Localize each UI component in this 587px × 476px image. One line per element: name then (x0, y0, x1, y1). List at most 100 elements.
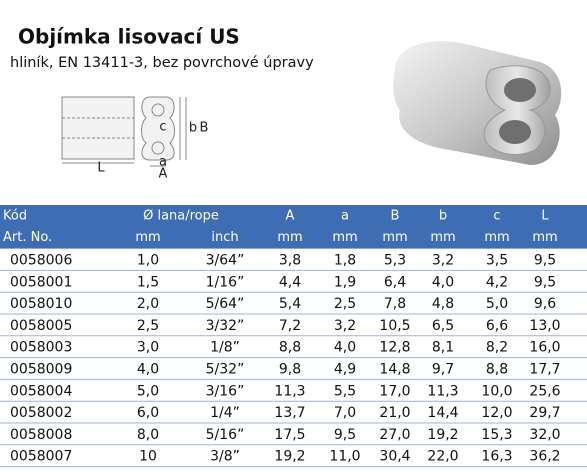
table-cell: 17,5 (274, 427, 305, 443)
table-cell: 4,0 (432, 274, 454, 290)
table-cell: 32,0 (529, 427, 560, 443)
table-cell: 7,8 (384, 296, 406, 312)
product-photo (393, 41, 562, 165)
subtitle: hliník, EN 13411-3, bez povrchové úpravy (10, 55, 314, 71)
table-cell: 1,5 (137, 274, 159, 290)
table-cell: 6,6 (486, 318, 508, 334)
table-cell: 25,6 (529, 383, 560, 399)
header-cell: mm (430, 230, 455, 245)
table-cell: 3,2 (432, 253, 454, 269)
table-cell: 4,9 (334, 362, 356, 378)
header-cell: Kód (3, 208, 27, 223)
table-cell: 30,4 (379, 449, 410, 465)
table-cell: 8,1 (432, 340, 454, 356)
table-cell: 4,2 (486, 274, 508, 290)
header-cell: c (493, 208, 500, 223)
table-cell: 17,0 (379, 383, 410, 399)
header-cell: b (439, 208, 447, 223)
table-cell: 8,2 (486, 340, 508, 356)
dimension-label: b (189, 121, 197, 136)
table-cell: 9,5 (334, 427, 356, 443)
header-cell: a (341, 208, 349, 223)
dimension-label: L (97, 161, 105, 176)
table-cell: 3/32” (206, 318, 245, 334)
table-cell: 29,7 (529, 405, 560, 421)
table-cell: 1/4” (210, 405, 240, 421)
table-cell: 3/8” (210, 449, 240, 465)
header-cell: Art. No. (3, 230, 52, 245)
table-cell: 2,5 (137, 318, 159, 334)
table-cell: 7,2 (279, 318, 301, 334)
table-cell: 10,5 (379, 318, 410, 334)
table-cell: 0058001 (10, 274, 72, 290)
table-cell: 8,8 (279, 340, 301, 356)
header-cell: mm (332, 230, 357, 245)
table-cell: 9,7 (432, 362, 454, 378)
table-cell: 0058005 (10, 318, 72, 334)
header-cell: mm (484, 230, 509, 245)
table-cell: 1,0 (137, 253, 159, 269)
table-cell: 19,2 (274, 449, 305, 465)
table-cell: 21,0 (379, 405, 410, 421)
dimension-label: A (159, 167, 168, 182)
header-cell: mm (532, 230, 557, 245)
table-cell: 15,3 (481, 427, 512, 443)
technical-drawing (61, 96, 187, 167)
table-cell: 12,0 (481, 405, 512, 421)
table-cell: 0058007 (10, 449, 72, 465)
table-cell: 4,0 (137, 362, 159, 378)
table-cell: 9,5 (534, 253, 556, 269)
table-cell: 1,8 (334, 253, 356, 269)
table-cell: 11,3 (274, 383, 305, 399)
header-cell: Ø lana/rope (143, 208, 219, 223)
table-cell: 6,0 (137, 405, 159, 421)
table-cell: 2,5 (334, 296, 356, 312)
table-cell: 36,2 (529, 449, 560, 465)
table-cell: 3,8 (279, 253, 301, 269)
table-cell: 0058010 (10, 296, 72, 312)
table-cell: 11,0 (329, 449, 360, 465)
table-cell: 16,3 (481, 449, 512, 465)
dimension-label: c (159, 120, 166, 135)
table-cell: 0058008 (10, 427, 72, 443)
table-cell: 2,0 (137, 296, 159, 312)
table-cell: 17,7 (529, 362, 560, 378)
header-cell: mm (277, 230, 302, 245)
table-cell: 1/16” (206, 274, 245, 290)
table-cell: 1,9 (334, 274, 356, 290)
table-cell: 6,4 (384, 274, 406, 290)
table-cell: 10 (139, 449, 157, 465)
table-cell: 6,5 (432, 318, 454, 334)
table-cell: 19,2 (427, 427, 458, 443)
table-header-bg (0, 205, 587, 249)
table-cell: 5,4 (279, 296, 301, 312)
table-cell: 4,0 (334, 340, 356, 356)
table-cell: 13,7 (274, 405, 305, 421)
table-cell: 13,0 (529, 318, 560, 334)
table-cell: 22,0 (427, 449, 458, 465)
header-cell: inch (211, 230, 238, 245)
table-cell: 7,0 (334, 405, 356, 421)
table-cell: 3,2 (334, 318, 356, 334)
header-cell: mm (135, 230, 160, 245)
table-cell: 5,3 (384, 253, 406, 269)
table-cell: 9,8 (279, 362, 301, 378)
table-cell: 5,0 (486, 296, 508, 312)
table-cell: 3,5 (486, 253, 508, 269)
table-cell: 16,0 (529, 340, 560, 356)
table-cell: 8,0 (137, 427, 159, 443)
table-cell: 0058002 (10, 405, 72, 421)
table-cell: 3,0 (137, 340, 159, 356)
table-cell: 1/8” (210, 340, 240, 356)
table-cell: 5,5 (334, 383, 356, 399)
table-cell: 0058006 (10, 253, 72, 269)
table-cell: 5,0 (137, 383, 159, 399)
dimension-label: a (159, 155, 167, 170)
table-cell: 0058003 (10, 340, 72, 356)
table-cell: 0058009 (10, 362, 72, 378)
table-cell: 0058004 (10, 383, 72, 399)
table-cell: 11,3 (427, 383, 458, 399)
header-cell: L (541, 208, 549, 223)
header-cell: B (391, 208, 400, 223)
